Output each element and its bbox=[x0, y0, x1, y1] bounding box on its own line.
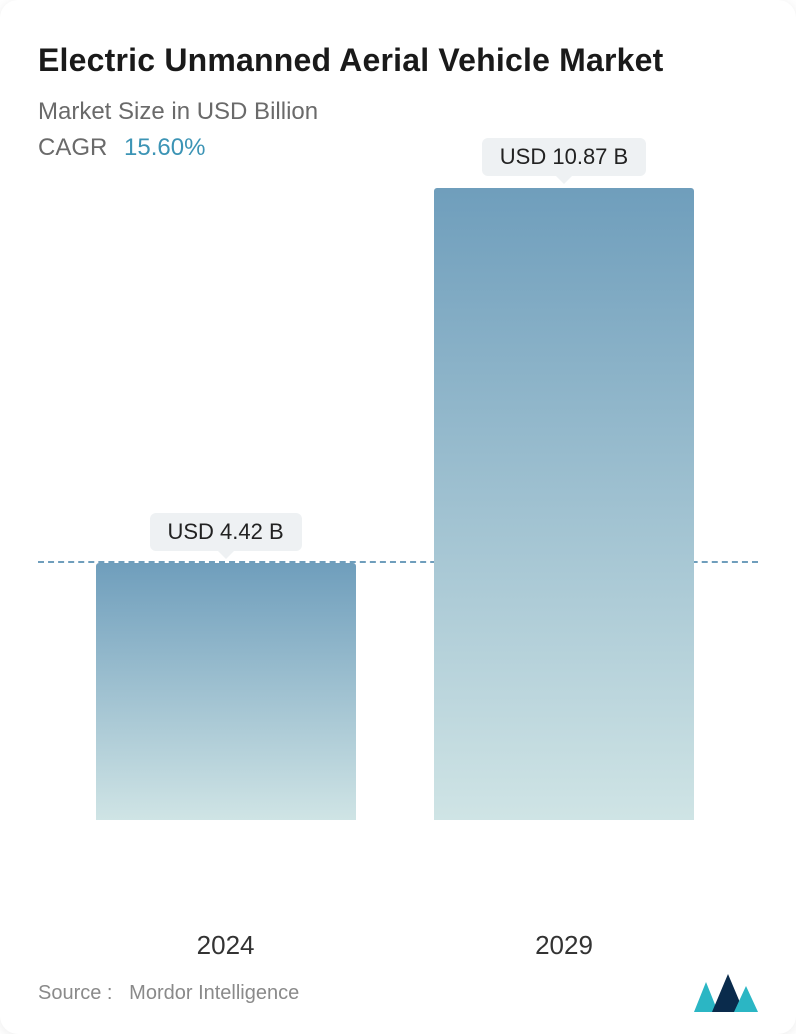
source-name: Mordor Intelligence bbox=[129, 982, 299, 1004]
source-text: Source : Mordor Intelligence bbox=[38, 982, 299, 1005]
x-axis-labels: 2024 2029 bbox=[38, 930, 758, 970]
source-label: Source : bbox=[38, 982, 112, 1004]
cagr-value: 15.60% bbox=[124, 134, 205, 161]
bar bbox=[96, 563, 356, 820]
chart-subtitle: Market Size in USD Billion bbox=[38, 98, 758, 126]
bar-slot: USD 10.87 B bbox=[434, 138, 694, 820]
value-badge: USD 10.87 B bbox=[482, 138, 646, 176]
bar bbox=[434, 188, 694, 820]
chart-title: Electric Unmanned Aerial Vehicle Market bbox=[38, 40, 758, 80]
value-badge: USD 4.42 B bbox=[150, 513, 302, 551]
x-axis-label: 2029 bbox=[434, 930, 694, 961]
bar-slot: USD 4.42 B bbox=[96, 513, 356, 820]
chart-plot: USD 4.42 BUSD 10.87 B bbox=[38, 188, 758, 820]
logo-icon bbox=[694, 974, 758, 1012]
x-axis-label: 2024 bbox=[96, 930, 356, 961]
chart-area: USD 4.42 BUSD 10.87 B 2024 2029 bbox=[38, 188, 758, 1006]
chart-footer: Source : Mordor Intelligence bbox=[38, 974, 758, 1012]
mordor-logo bbox=[694, 974, 758, 1012]
cagr-label: CAGR bbox=[38, 134, 107, 161]
chart-card: Electric Unmanned Aerial Vehicle Market … bbox=[0, 0, 796, 1034]
